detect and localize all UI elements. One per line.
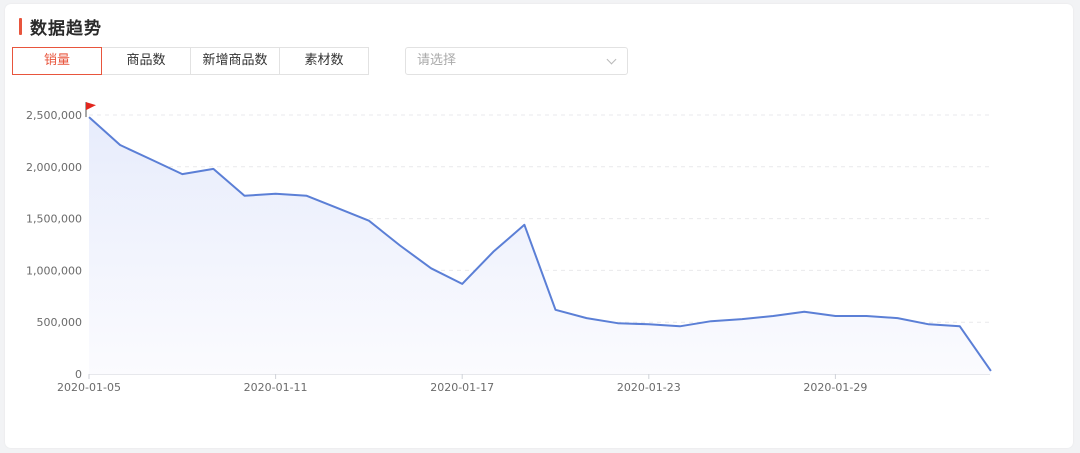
series-line-group [88, 116, 992, 372]
series-area [89, 117, 991, 374]
y-tick-label: 1,500,000 [26, 213, 82, 226]
series-line [88, 116, 992, 372]
page-title: 数据趋势 [30, 19, 102, 39]
filter-select[interactable]: 请选择 [405, 47, 628, 75]
tab-new-product-count[interactable]: 新增商品数 [190, 47, 280, 75]
y-tick-label: 500,000 [37, 316, 83, 329]
section-header: 数据趋势 [19, 14, 102, 39]
x-tick-label: 2020-01-17 [430, 381, 494, 394]
y-tick-label: 0 [75, 368, 82, 381]
title-accent-bar [19, 18, 22, 35]
flag-icon [85, 102, 96, 118]
x-tick-label: 2020-01-23 [617, 381, 681, 394]
select-placeholder: 请选择 [417, 53, 457, 68]
tab-product-count[interactable]: 商品数 [101, 47, 191, 75]
x-tick-label: 2020-01-05 [57, 381, 121, 394]
tab-material-count[interactable]: 素材数 [279, 47, 369, 75]
y-tick-label: 2,000,000 [26, 161, 82, 174]
x-tick-label: 2020-01-11 [244, 381, 308, 394]
tab-sales[interactable]: 销量 [12, 47, 102, 75]
metric-tabs: 销量 商品数 新增商品数 素材数 [12, 47, 369, 75]
max-marker [85, 102, 96, 118]
y-tick-label: 1,000,000 [26, 264, 82, 277]
series-area-fill [89, 117, 991, 374]
y-tick-label: 2,500,000 [26, 109, 82, 122]
x-tick-label: 2020-01-29 [803, 381, 867, 394]
